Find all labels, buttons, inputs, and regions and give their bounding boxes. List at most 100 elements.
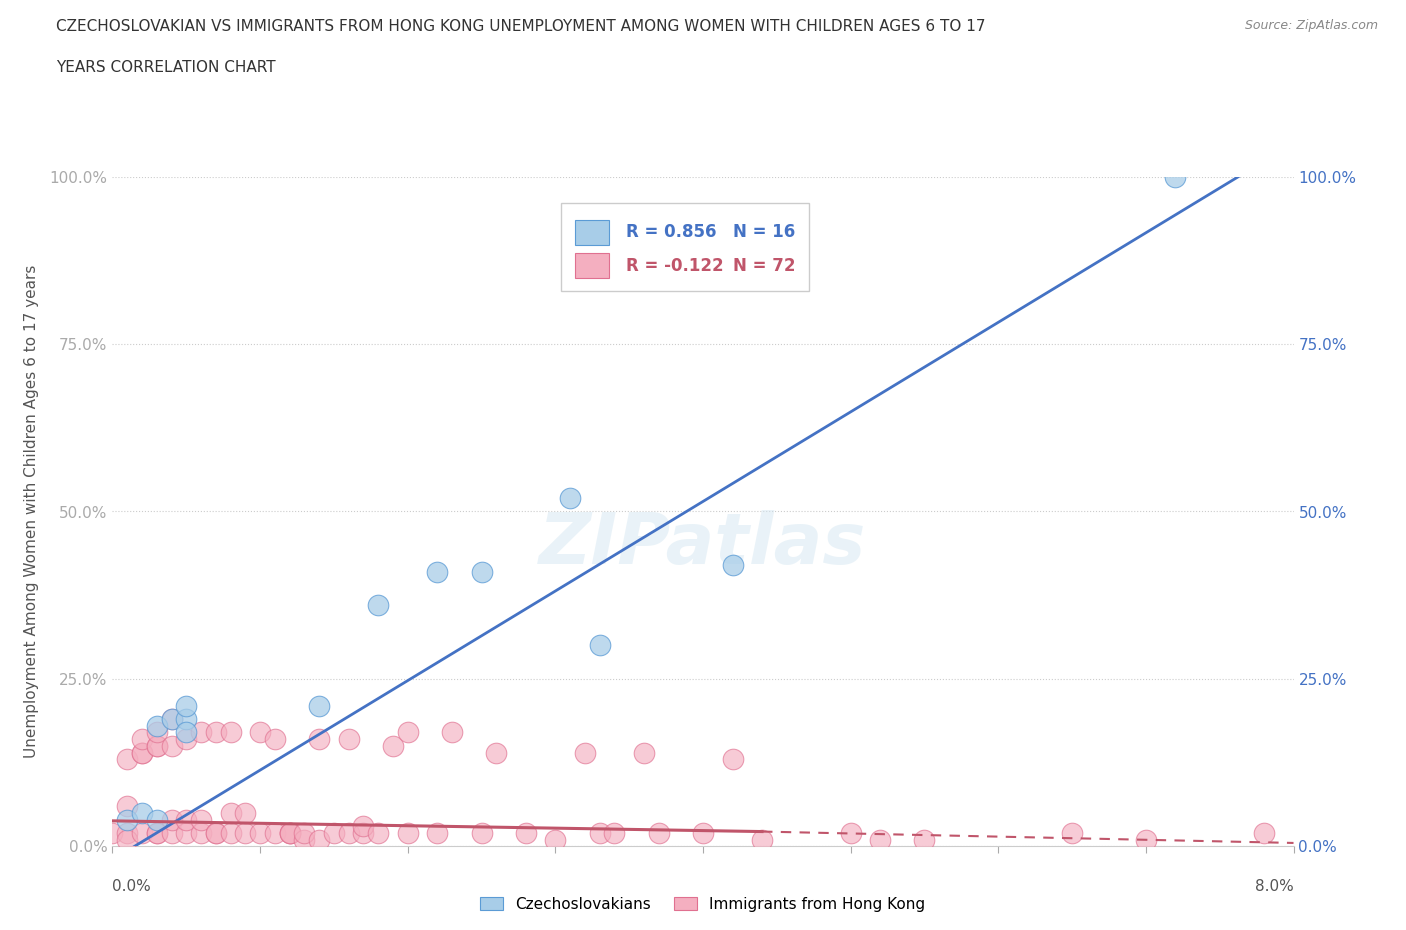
Point xyxy=(219,826,242,841)
Point xyxy=(146,725,169,740)
Point xyxy=(308,732,330,747)
Point xyxy=(101,826,124,841)
Point xyxy=(751,832,773,847)
Text: N = 16: N = 16 xyxy=(733,223,794,241)
Point xyxy=(264,732,287,747)
Point xyxy=(205,826,228,841)
Point xyxy=(367,826,389,841)
Point xyxy=(647,826,671,841)
Point xyxy=(117,832,138,847)
Y-axis label: Unemployment Among Women with Children Ages 6 to 17 years: Unemployment Among Women with Children A… xyxy=(24,265,38,758)
Point xyxy=(544,832,567,847)
Point xyxy=(352,826,374,841)
Text: ZIPatlas: ZIPatlas xyxy=(540,511,866,579)
Point xyxy=(117,826,138,841)
Point xyxy=(839,826,862,841)
Point xyxy=(914,832,936,847)
Point xyxy=(174,698,197,713)
Point xyxy=(278,826,301,841)
Text: R = 0.856: R = 0.856 xyxy=(626,223,717,241)
Point xyxy=(441,725,464,740)
Point xyxy=(146,826,169,841)
Point xyxy=(382,738,405,753)
Point xyxy=(396,826,419,841)
Point xyxy=(603,826,626,841)
Point xyxy=(117,812,138,827)
Point xyxy=(160,826,183,841)
FancyBboxPatch shape xyxy=(575,219,609,245)
Point xyxy=(692,826,714,841)
Point xyxy=(633,745,655,760)
Point xyxy=(146,738,169,753)
Point xyxy=(131,805,153,820)
Point xyxy=(323,826,346,841)
Point xyxy=(869,832,891,847)
FancyBboxPatch shape xyxy=(561,204,810,290)
Point xyxy=(588,638,610,653)
Point xyxy=(292,832,315,847)
Point xyxy=(278,826,301,841)
Point xyxy=(337,732,360,747)
Text: 0.0%: 0.0% xyxy=(112,879,152,894)
Point xyxy=(160,738,183,753)
Point xyxy=(264,826,287,841)
Point xyxy=(205,826,228,841)
Point xyxy=(131,745,153,760)
Point xyxy=(1164,169,1187,184)
Text: Source: ZipAtlas.com: Source: ZipAtlas.com xyxy=(1244,19,1378,32)
Point xyxy=(190,812,212,827)
Text: YEARS CORRELATION CHART: YEARS CORRELATION CHART xyxy=(56,60,276,75)
Point xyxy=(588,826,610,841)
Point xyxy=(471,565,494,579)
Point xyxy=(174,732,197,747)
Point xyxy=(721,751,744,766)
Text: R = -0.122: R = -0.122 xyxy=(626,257,724,274)
Point xyxy=(131,732,153,747)
Point xyxy=(308,698,330,713)
Point xyxy=(426,826,449,841)
Point xyxy=(146,826,169,841)
Point xyxy=(190,826,212,841)
FancyBboxPatch shape xyxy=(575,253,609,278)
Point xyxy=(174,711,197,726)
Point xyxy=(219,725,242,740)
Point xyxy=(205,725,228,740)
Text: N = 72: N = 72 xyxy=(733,257,794,274)
Point xyxy=(337,826,360,841)
Text: CZECHOSLOVAKIAN VS IMMIGRANTS FROM HONG KONG UNEMPLOYMENT AMONG WOMEN WITH CHILD: CZECHOSLOVAKIAN VS IMMIGRANTS FROM HONG … xyxy=(56,19,986,33)
Point xyxy=(1062,826,1084,841)
Point xyxy=(249,725,271,740)
Point xyxy=(560,491,582,506)
Point xyxy=(1135,832,1157,847)
Point xyxy=(367,598,389,613)
Point xyxy=(219,805,242,820)
Point xyxy=(117,751,138,766)
Point xyxy=(574,745,596,760)
Point xyxy=(146,812,169,827)
Point xyxy=(308,832,330,847)
Point xyxy=(721,558,744,573)
Point xyxy=(117,799,138,814)
Point xyxy=(160,812,183,827)
Point xyxy=(160,711,183,726)
Point xyxy=(190,725,212,740)
Text: 8.0%: 8.0% xyxy=(1254,879,1294,894)
Point xyxy=(131,745,153,760)
Legend: Czechoslovakians, Immigrants from Hong Kong: Czechoslovakians, Immigrants from Hong K… xyxy=(474,890,932,918)
Point xyxy=(515,826,537,841)
Point xyxy=(249,826,271,841)
Point xyxy=(471,826,494,841)
Point xyxy=(174,812,197,827)
Point xyxy=(426,565,449,579)
Point xyxy=(146,738,169,753)
Point xyxy=(292,826,315,841)
Point xyxy=(352,818,374,833)
Point xyxy=(146,718,169,733)
Point xyxy=(160,711,183,726)
Point xyxy=(485,745,508,760)
Point xyxy=(174,826,197,841)
Point xyxy=(174,725,197,740)
Point xyxy=(233,805,256,820)
Point xyxy=(233,826,256,841)
Point xyxy=(1253,826,1275,841)
